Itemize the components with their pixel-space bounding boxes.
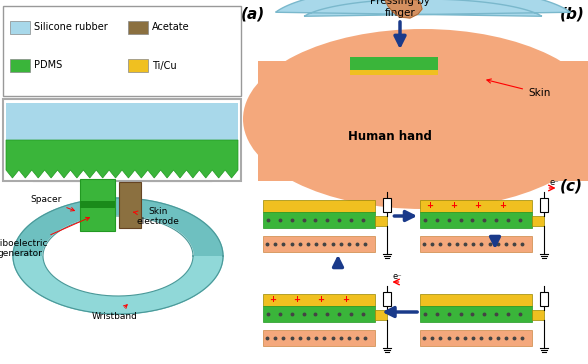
Bar: [119, 182, 141, 228]
Text: +: +: [342, 296, 349, 305]
Text: Wristband: Wristband: [92, 305, 138, 321]
Bar: [258, 0, 588, 181]
Bar: [263, 294, 376, 306]
Bar: [80, 201, 115, 207]
Bar: [3, 99, 241, 181]
Text: +: +: [426, 202, 433, 210]
Bar: [263, 236, 376, 252]
Text: (b): (b): [560, 7, 584, 21]
Text: Silicone rubber: Silicone rubber: [34, 23, 108, 32]
Polygon shape: [43, 216, 193, 296]
Bar: [540, 292, 549, 306]
Bar: [3, 6, 241, 96]
Polygon shape: [13, 256, 223, 314]
Text: +: +: [475, 202, 482, 210]
Bar: [540, 198, 549, 213]
Bar: [420, 330, 533, 346]
Text: Acetate: Acetate: [152, 23, 189, 32]
Bar: [420, 294, 533, 306]
Text: Pressing by
finger: Pressing by finger: [370, 0, 430, 18]
Text: Skin
electrode: Skin electrode: [133, 207, 179, 226]
Text: e⁻: e⁻: [549, 178, 559, 187]
Text: Skin: Skin: [487, 79, 550, 98]
Text: +: +: [293, 296, 300, 305]
Text: Triboelectric
generator: Triboelectric generator: [0, 217, 89, 258]
Bar: [533, 217, 544, 226]
Text: Ti/Cu: Ti/Cu: [152, 60, 176, 71]
Text: +: +: [269, 296, 276, 305]
Bar: [10, 59, 30, 72]
Bar: [6, 103, 238, 143]
Bar: [6, 142, 238, 148]
Bar: [263, 200, 376, 212]
Bar: [258, 121, 588, 181]
Bar: [376, 310, 387, 320]
Bar: [420, 212, 533, 228]
Bar: [350, 57, 438, 71]
Bar: [128, 21, 148, 34]
Bar: [376, 217, 387, 226]
Text: PDMS: PDMS: [34, 60, 62, 71]
Polygon shape: [385, 0, 422, 18]
Bar: [420, 236, 533, 252]
Text: +: +: [450, 202, 457, 210]
Bar: [10, 21, 30, 34]
Text: (a): (a): [241, 7, 265, 21]
Text: Spacer: Spacer: [30, 195, 75, 211]
Bar: [350, 70, 438, 75]
Bar: [263, 306, 376, 322]
Polygon shape: [13, 198, 223, 314]
Text: +: +: [499, 202, 506, 210]
Bar: [263, 330, 376, 346]
Bar: [533, 310, 544, 320]
Bar: [263, 212, 376, 228]
Ellipse shape: [243, 29, 588, 209]
Text: (c): (c): [560, 178, 583, 194]
Bar: [383, 198, 392, 213]
Bar: [258, 61, 588, 181]
Bar: [128, 59, 148, 72]
Bar: [383, 292, 392, 306]
Bar: [420, 306, 533, 322]
Text: +: +: [318, 296, 325, 305]
Polygon shape: [276, 0, 570, 16]
Bar: [80, 179, 115, 231]
Polygon shape: [6, 140, 238, 178]
Text: Human hand: Human hand: [348, 130, 432, 142]
Text: e⁻: e⁻: [392, 272, 402, 281]
Bar: [420, 200, 533, 212]
